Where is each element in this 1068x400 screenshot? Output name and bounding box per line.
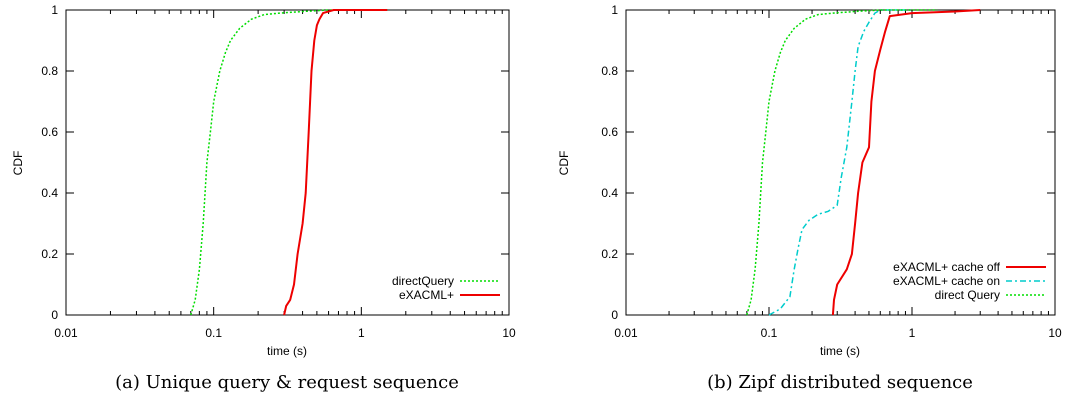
legend-label: directQuery (392, 274, 454, 288)
legend-label: eXACML+ (399, 288, 454, 302)
series-line (190, 9, 388, 316)
y-tick-label: 1 (51, 3, 58, 17)
y-tick-label: 0.6 (601, 125, 618, 139)
series-line (746, 9, 938, 316)
y-tick-label: 0 (611, 308, 618, 322)
x-axis-label: time (s) (820, 344, 860, 358)
series-line (768, 9, 912, 316)
x-tick-label: 0.1 (761, 326, 778, 340)
y-tick-label: 0.4 (41, 186, 58, 200)
x-ticks: 0.01 0.1 1 10 (54, 10, 516, 340)
series-layer (746, 9, 981, 316)
y-tick-label: 0.2 (41, 247, 58, 261)
y-tick-label: 0.6 (41, 125, 58, 139)
series-layer (190, 9, 388, 316)
y-ticks: 0 0.2 0.4 0.6 0.8 1 (601, 3, 1055, 322)
y-axis-label: CDF (557, 151, 571, 176)
plot-frame (625, 9, 1056, 316)
legend-label: direct Query (935, 288, 1000, 302)
x-tick-label: 1 (909, 326, 916, 340)
chart-panel-a: 0.01 0.1 1 10 0 0.2 0.4 0.6 0.8 1 time (s) CDF d… (11, 3, 516, 393)
x-tick-label: 1 (358, 326, 365, 340)
x-tick-label: 10 (502, 326, 516, 340)
series-line (831, 9, 981, 316)
chart-panel-b: 0.01 0.1 1 10 0 0.2 0.4 0.6 0.8 1 time (s) CDF e… (557, 3, 1062, 393)
x-tick-label: 0.1 (205, 326, 222, 340)
chart-caption: (b) Zipf distributed sequence (707, 372, 973, 393)
x-tick-label: 0.01 (54, 326, 78, 340)
legend-label: eXACML+ cache off (893, 260, 1001, 274)
y-tick-label: 0.2 (601, 247, 618, 261)
chart-caption: (a) Unique query & request sequence (115, 372, 459, 393)
y-tick-label: 0 (51, 308, 58, 322)
x-tick-label: 10 (1048, 326, 1062, 340)
x-tick-label: 0.01 (614, 326, 638, 340)
y-tick-label: 0.8 (41, 64, 58, 78)
x-axis-label: time (s) (267, 344, 307, 358)
y-axis-label: CDF (11, 151, 25, 176)
y-tick-label: 0.4 (601, 186, 618, 200)
y-ticks: 0 0.2 0.4 0.6 0.8 1 (41, 3, 509, 322)
legend-label: eXACML+ cache on (893, 274, 1000, 288)
plot-frame (65, 9, 510, 316)
y-tick-label: 1 (611, 3, 618, 17)
series-line (283, 9, 388, 316)
y-tick-label: 0.8 (601, 64, 618, 78)
x-ticks: 0.01 0.1 1 10 (614, 10, 1062, 340)
